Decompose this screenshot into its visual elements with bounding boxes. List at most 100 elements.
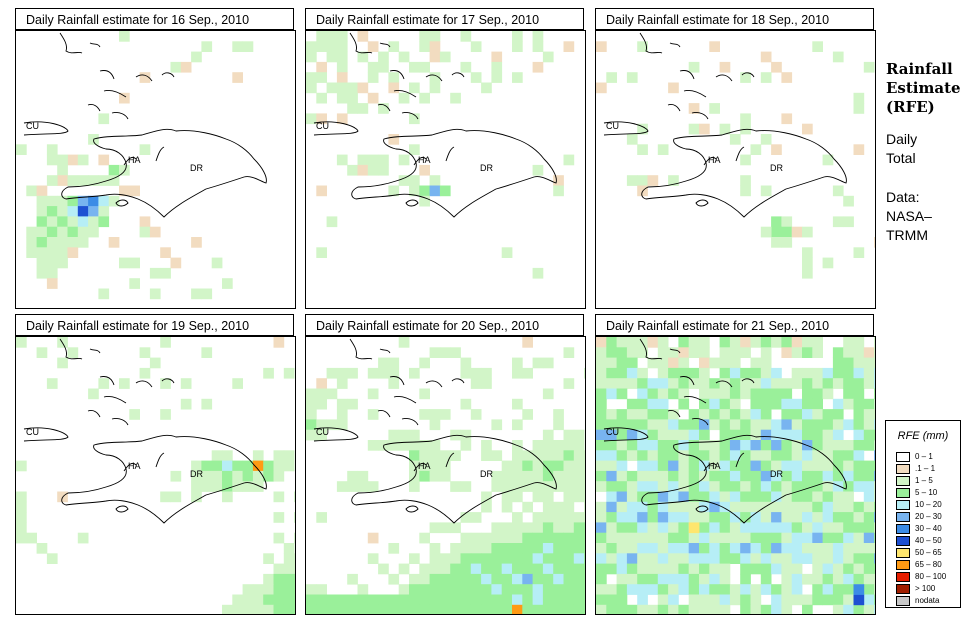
rainfall-cell	[98, 378, 110, 389]
rainfall-cell	[409, 460, 420, 472]
rainfall-cell	[316, 429, 327, 441]
rainfall-cell	[294, 594, 295, 606]
rainfall-cell	[532, 31, 544, 42]
rainfall-cell	[429, 522, 441, 534]
rainfall-cell	[501, 460, 513, 472]
rainfall-cell	[191, 51, 202, 63]
rainfall-cell	[222, 450, 233, 461]
rainfall-cell	[802, 501, 813, 513]
rainfall-cell	[606, 337, 617, 348]
rainfall-cell	[657, 604, 669, 614]
rainfall-cell	[367, 594, 379, 606]
rainfall-cell	[760, 429, 772, 441]
rainfall-cell	[822, 573, 834, 585]
rainfall-cell	[316, 185, 327, 197]
rainfall-cell	[119, 92, 130, 104]
rainfall-cell	[832, 460, 844, 472]
rainfall-cell	[657, 450, 669, 461]
rainfall-cell	[668, 470, 679, 482]
rainfall-cell	[532, 267, 544, 279]
rainfall-cell	[429, 460, 441, 472]
rainfall-cell	[863, 584, 875, 595]
rainfall-cell	[637, 378, 648, 389]
rainfall-cell	[367, 92, 379, 104]
rainfall-cell	[512, 553, 523, 564]
rainfall-cell	[273, 604, 285, 614]
rainfall-cell	[46, 216, 58, 228]
rainfall-cell	[771, 216, 782, 228]
rainfall-cell	[67, 237, 79, 248]
rainfall-cell	[439, 470, 451, 482]
rainfall-cell	[46, 226, 58, 238]
rainfall-cell	[812, 481, 823, 492]
rainfall-cell	[688, 553, 700, 564]
rainfall-cell	[657, 367, 669, 379]
rainfall-cell	[77, 216, 89, 228]
rainfall-cell	[760, 337, 772, 348]
rainfall-cell	[791, 337, 803, 348]
rainfall-cell	[699, 357, 710, 369]
rainfall-cell	[596, 429, 607, 441]
rainfall-cell	[719, 512, 731, 523]
rainfall-cell	[750, 584, 762, 595]
rainfall-cell	[843, 573, 854, 585]
rainfall-cell	[232, 460, 243, 472]
coastline	[695, 505, 709, 513]
rainfall-cell	[606, 419, 617, 431]
rainfall-map: CU HA DR	[15, 336, 296, 615]
rainfall-cell	[429, 543, 441, 554]
rainfall-cell	[791, 543, 803, 554]
rainfall-cell	[657, 419, 669, 431]
panel-title: Daily Rainfall estimate for 21 Sep., 201…	[595, 314, 874, 336]
rainfall-cell	[781, 522, 793, 534]
coastline	[89, 42, 101, 48]
map-title: Rainfall Estimate (RFE)	[886, 60, 961, 117]
rainfall-cell	[16, 512, 27, 523]
coastline	[313, 121, 359, 136]
rainfall-cell	[306, 388, 317, 400]
place-label-cu: CU	[316, 427, 329, 437]
rainfall-cell	[596, 440, 607, 451]
rainfall-cell	[501, 584, 513, 595]
rainfall-cell	[470, 594, 482, 606]
rainfall-cell	[584, 573, 585, 585]
rainfall-cell	[553, 522, 564, 534]
rainfall-cell	[512, 594, 523, 606]
rainfall-cell	[802, 226, 813, 238]
rainfall-map-panel-1: Daily Rainfall estimate for 16 Sep., 201…	[15, 8, 296, 309]
rainfall-cell	[460, 31, 472, 42]
rainfall-cell	[729, 553, 741, 564]
coastline	[379, 348, 391, 354]
rainfall-cell	[88, 206, 99, 217]
rainfall-cell	[501, 604, 513, 614]
rainfall-cell	[596, 357, 607, 369]
rainfall-cell	[36, 226, 48, 238]
rainfall-cell	[512, 357, 523, 369]
rainfall-cell	[316, 72, 327, 83]
rainfall-cell	[812, 429, 823, 441]
rainfall-cell	[812, 419, 823, 431]
rainfall-cell	[647, 522, 659, 534]
rainfall-cell	[781, 553, 793, 564]
rainfall-cell	[263, 594, 274, 606]
rainfall-cell	[542, 470, 554, 482]
rainfall-cell	[563, 491, 575, 503]
rainfall-cell	[532, 553, 544, 564]
coastline	[669, 42, 681, 48]
rainfall-cell	[760, 134, 772, 145]
rainfall-cell	[242, 481, 254, 492]
rainfall-cell	[647, 460, 659, 472]
rainfall-cell	[760, 450, 772, 461]
rainfall-cell	[843, 337, 854, 348]
rainfall-cell	[429, 72, 441, 83]
rainfall-cell	[802, 429, 813, 441]
rainfall-cell	[637, 398, 648, 410]
rainfall-cell	[606, 543, 617, 554]
rainfall-cell	[853, 144, 865, 155]
rainfall-cell	[863, 367, 875, 379]
rainfall-cell	[699, 460, 710, 472]
rainfall-cell	[647, 429, 659, 441]
rainfall-cell	[688, 501, 700, 513]
rainfall-cell	[563, 512, 575, 523]
